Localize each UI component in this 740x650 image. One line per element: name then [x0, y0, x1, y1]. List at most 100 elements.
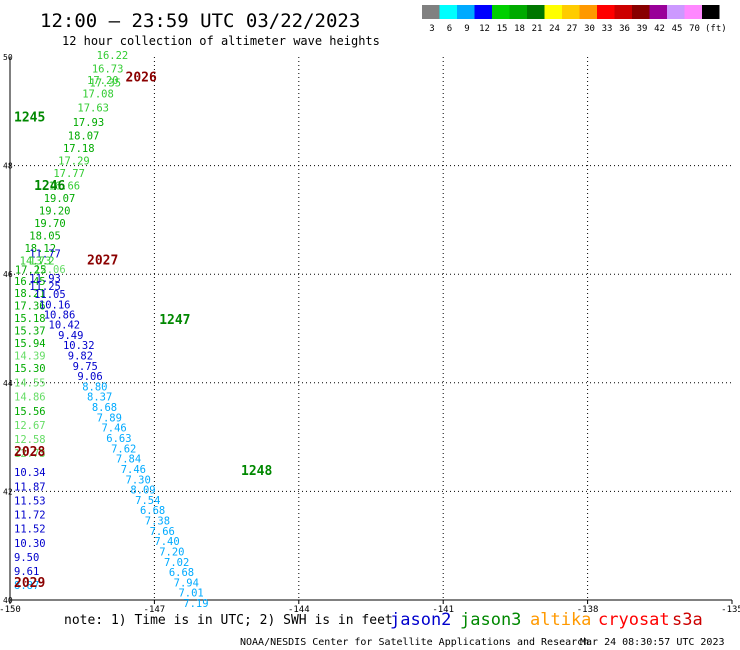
pass-annotation: 1246: [34, 179, 65, 194]
y-tick-label: 42: [3, 487, 13, 496]
pass-annotation: 2026: [126, 70, 157, 85]
legend-swatch: [527, 5, 545, 19]
legend-label: 36: [619, 24, 630, 34]
x-tick-label: -138: [577, 605, 599, 615]
wave-height-label: 12.73: [14, 448, 46, 460]
legend-swatch: [579, 5, 597, 19]
wave-height-label: 17.25: [15, 265, 47, 277]
wave-height-label: 7.84: [116, 454, 141, 466]
wave-height-label: 17.93: [73, 117, 105, 129]
x-tick-label: -141: [432, 605, 454, 615]
wave-height-label: 16.22: [97, 50, 129, 62]
wave-height-label: 11.25: [29, 281, 61, 293]
wave-height-label: 14.39: [14, 350, 46, 362]
wave-height-label: 11.93: [29, 273, 61, 285]
wave-height-label: 14.86: [14, 392, 46, 404]
axes: -150 -147 -144 -141 -138 -135 40 42 44 46 48 50: [0, 53, 740, 615]
wave-height-label: 17.35: [89, 77, 121, 89]
wave-height-label: 8.09: [130, 485, 155, 497]
wave-height-label: 17.36: [14, 300, 46, 312]
chart-title: 12:00 — 23:59 UTC 03/22/2023: [40, 10, 360, 32]
legend-swatch: [702, 5, 720, 19]
satellite-legend-jason2: jason2: [390, 610, 451, 630]
footer-note: note: 1) Time is in UTC; 2) SWH is in fe…: [64, 613, 393, 628]
wave-height-label: 7.62: [111, 443, 136, 455]
legend-swatch: [667, 5, 685, 19]
legend-swatch: [422, 5, 440, 19]
wave-height-label: 17.63: [77, 102, 109, 114]
legend-label: 30: [584, 24, 595, 34]
wave-height-label: 7.01: [178, 588, 203, 600]
wave-height-label: 10.16: [39, 299, 71, 311]
y-tick-label: 46: [3, 270, 13, 279]
wave-height-label: 6.68: [169, 567, 194, 579]
wave-height-label: 19.70: [34, 218, 66, 230]
wave-height-label: 7.40: [154, 536, 179, 548]
wave-height-label: 9.75: [73, 361, 98, 373]
legend-label: 15: [497, 24, 508, 34]
legend-label: 45: [672, 24, 683, 34]
legend-swatch: [649, 5, 667, 19]
wave-height-label: 6.63: [106, 433, 131, 445]
wave-height-label: 12.58: [14, 434, 46, 446]
wave-height-label: 7.19: [183, 598, 208, 610]
wave-height-label: 13.2: [29, 255, 54, 267]
wave-height-label: 17.08: [82, 89, 114, 101]
wave-height-label: 8.80: [82, 381, 107, 393]
legend-swatch: [544, 5, 562, 19]
pass-annotation: 1245: [14, 111, 45, 126]
footer-credit: NOAA/NESDIS Center for Satellite Applica…: [240, 637, 589, 648]
wave-height-label: 17.77: [53, 168, 85, 180]
legend-swatch: [614, 5, 632, 19]
wave-height-label: 7.54: [135, 495, 160, 507]
legend-label: 12: [479, 24, 490, 34]
legend-swatch: [597, 5, 615, 19]
legend-label: (ft): [705, 24, 727, 34]
wave-height-label: 8.68: [92, 402, 117, 414]
pass-annotation: 2027: [87, 253, 118, 268]
wave-height-label: 9.49: [58, 330, 83, 342]
wave-height-label: 7.89: [97, 412, 122, 424]
wave-height-label: 11.87: [14, 481, 46, 493]
wave-height-label: 7.66: [150, 526, 175, 538]
satellite-legend-cryosat: cryosat: [598, 610, 670, 630]
wave-height-label: 7.30: [126, 474, 151, 486]
wave-height-label: 12.06: [34, 264, 66, 276]
wave-height-label: 10.42: [49, 320, 81, 332]
legend-swatch: [474, 5, 492, 19]
x-tick-label: -135: [721, 605, 740, 615]
footer-timestamp: Mar 24 08:30:57 UTC 2023: [580, 637, 725, 648]
wave-height-label: 11.05: [34, 289, 66, 301]
wave-height-label: 7.94: [174, 577, 199, 589]
legend-label: 33: [602, 24, 613, 34]
wave-height-label: 6.68: [140, 505, 165, 517]
legend-label: 21: [532, 24, 543, 34]
y-tick-label: 48: [3, 162, 13, 171]
wave-height-label: 8.87: [14, 580, 39, 592]
legend-swatch: [562, 5, 580, 19]
wave-height-label: 8.37: [87, 392, 112, 404]
wave-height-label: 12.67: [14, 420, 46, 432]
wave-height-label: 15.37: [14, 325, 46, 337]
y-tick-label: 50: [3, 53, 13, 62]
color-legend: 3 6 9 12 15 18 21 24 27 30 33 36 39 42 45 70 (ft): [422, 5, 727, 34]
legend-label: 6: [447, 24, 452, 34]
wave-height-label: 10.30: [14, 538, 46, 550]
wave-height-label: 18.12: [24, 243, 56, 255]
wave-height-label: 17.20: [87, 75, 119, 87]
wave-height-label: 10.34: [14, 467, 46, 479]
legend-swatch: [684, 5, 702, 19]
legend-swatch: [492, 5, 510, 19]
wave-height-label: 11.77: [29, 248, 61, 260]
satellite-legend: jason2 jason3 altika cryosat s3a: [390, 610, 703, 630]
satellite-legend-altika: altika: [530, 610, 591, 630]
y-tick-label: 40: [3, 596, 13, 605]
wave-height-label: 19.20: [39, 205, 71, 217]
legend-label: 42: [654, 24, 665, 34]
legend-label: 18: [514, 24, 525, 34]
wave-height-label: 15.56: [14, 406, 46, 418]
wave-height-label: 10.32: [63, 340, 95, 352]
legend-swatch: [509, 5, 527, 19]
wave-height-label: 16.73: [92, 64, 124, 76]
grid-lines: [10, 57, 732, 600]
